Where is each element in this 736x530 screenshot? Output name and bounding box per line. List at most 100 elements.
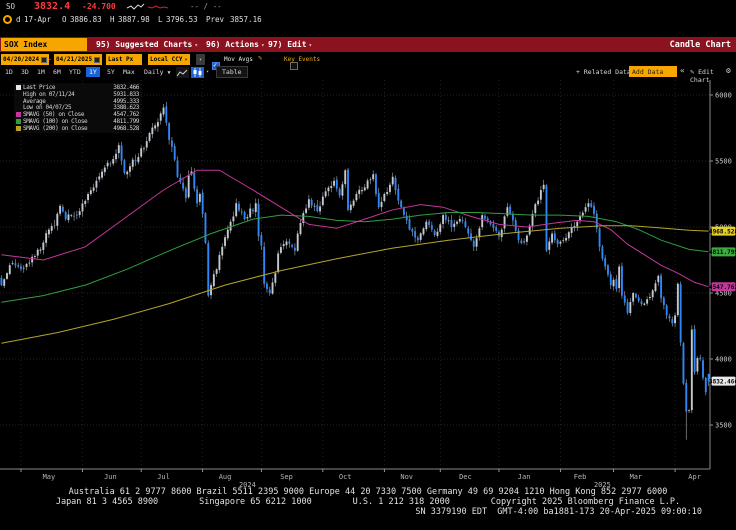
svg-text:4500: 4500 — [715, 290, 732, 298]
legend-row-smavg50[interactable]: SMAVG (50) on Close 4547.762 — [16, 111, 139, 118]
legend-value: 3832.466 — [113, 83, 139, 91]
tab-1m[interactable]: 1M — [37, 68, 45, 76]
menu-label: 96) Actions — [206, 40, 259, 49]
chart-canvas[interactable]: 600055005000450040003500MayJunJulAugSepO… — [0, 80, 736, 490]
price-change: -24.700 — [82, 2, 116, 11]
frequency-value: Daily — [144, 68, 164, 76]
chevron-down-icon[interactable]: ▾ — [206, 69, 210, 75]
svg-text:3832.466: 3832.466 — [709, 378, 736, 385]
menu-suggested-charts[interactable]: 95) Suggested Charts ▾ — [96, 40, 198, 49]
legend-label: SMAVG (200) on Close — [23, 124, 88, 132]
svg-text:Feb: Feb — [574, 473, 587, 481]
legend-row-low[interactable]: Low on 04/07/25 3388.623 — [16, 104, 139, 111]
ticker-short: SO — [6, 2, 16, 11]
svg-text:Nov: Nov — [400, 473, 413, 481]
tab-3d[interactable]: 3D — [21, 68, 29, 76]
candle-chart-icon — [193, 68, 202, 77]
date-to-field[interactable]: 04/21/2025 — [54, 54, 103, 65]
mov-avgs-label: Mov Avgs — [224, 56, 253, 63]
svg-text:2024: 2024 — [239, 481, 256, 489]
prev-label: Prev — [206, 15, 225, 24]
high-label: H — [110, 15, 115, 24]
tab-ytd[interactable]: YTD — [69, 68, 81, 76]
legend-label: High on 07/11/24 — [23, 90, 75, 98]
menu-bar — [0, 37, 736, 52]
tab-5y[interactable]: 5Y — [107, 68, 115, 76]
series-color-chip — [16, 112, 21, 118]
svg-text:4811.799: 4811.799 — [709, 249, 736, 256]
gear-icon[interactable]: ⚙ — [726, 66, 731, 75]
table-button[interactable]: Table — [216, 66, 248, 78]
menu-edit[interactable]: 97) Edit ▾ — [268, 40, 312, 49]
calendar-icon[interactable] — [41, 56, 48, 63]
legend-value: 4547.762 — [113, 111, 139, 119]
line-chart-icon-button[interactable] — [176, 67, 189, 78]
candle-chart-icon-button[interactable] — [191, 67, 204, 78]
tab-max[interactable]: Max — [123, 68, 135, 76]
high-value: 3887.98 — [118, 15, 150, 24]
svg-text:4968.528: 4968.528 — [709, 228, 736, 235]
series-color-chip — [16, 118, 21, 124]
price-field-selector[interactable]: Last Px — [106, 54, 142, 65]
legend-row-average[interactable]: Average 4995.333 — [16, 98, 139, 105]
collapse-panel-icon[interactable]: « — [680, 66, 685, 75]
legend-label: SMAVG (100) on Close — [23, 117, 88, 125]
svg-text:4000: 4000 — [715, 356, 732, 364]
tab-1d[interactable]: 1D — [5, 68, 13, 76]
legend-row-high[interactable]: High on 07/11/24 5931.833 — [16, 91, 139, 98]
menu-actions[interactable]: 96) Actions ▾ — [206, 40, 265, 49]
svg-text:Oct: Oct — [339, 473, 352, 481]
legend-row-last-price[interactable]: Last Price 3832.466 — [16, 84, 139, 91]
chevron-down-icon: ▾ — [260, 42, 265, 49]
mini-sparkline — [126, 3, 169, 10]
date-to-value: 04/21/2025 — [56, 56, 93, 63]
frequency-selector[interactable]: Daily ▼ — [144, 68, 171, 76]
svg-text:Apr: Apr — [688, 473, 701, 481]
tab-1y[interactable]: 1Y — [86, 67, 100, 77]
pencil-icon[interactable]: ✎ — [258, 54, 263, 62]
chevron-down-icon: ▾ — [308, 42, 313, 49]
bid-ask-placeholder: -- / -- — [190, 2, 222, 11]
legend-label: Last Price — [23, 83, 56, 91]
svg-text:5500: 5500 — [715, 158, 732, 166]
date-from-value: 04/20/2024 — [3, 56, 40, 63]
legend-row-smavg100[interactable]: SMAVG (100) on Close 4811.799 — [16, 118, 139, 125]
session-date: 17-Apr — [24, 15, 52, 24]
svg-text:Sep: Sep — [280, 473, 293, 481]
legend-row-smavg200[interactable]: SMAVG (200) on Close 4968.528 — [16, 125, 139, 132]
svg-text:6000: 6000 — [715, 92, 732, 100]
related-data-label: Related Data — [583, 68, 631, 76]
pencil-icon: ✎ — [690, 68, 695, 76]
menu-label: 97) Edit — [268, 40, 307, 49]
legend-value: 4811.799 — [113, 117, 139, 125]
candlestick-chart[interactable]: 600055005000450040003500MayJunJulAugSepO… — [0, 80, 736, 490]
open-label: O — [62, 15, 67, 24]
tab-6m[interactable]: 6M — [53, 68, 61, 76]
svg-text:Dec: Dec — [459, 473, 472, 481]
legend-label: Average — [23, 97, 46, 105]
prev-value: 3857.16 — [230, 15, 262, 24]
line-chart-icon — [177, 69, 188, 76]
svg-text:4547.762: 4547.762 — [709, 284, 736, 291]
low-value: 3796.53 — [166, 15, 198, 24]
menu-label: 95) Suggested Charts — [96, 40, 193, 49]
plus-icon: + — [576, 68, 580, 76]
footer-contacts-line1: Australia 61 2 9777 8600 Brazil 5511 239… — [68, 487, 668, 497]
svg-text:Mar: Mar — [630, 473, 643, 481]
currency-selector[interactable]: Local CCY ▾ — [148, 54, 190, 65]
edit-chart-button[interactable]: ✎ Edit Chart — [690, 68, 736, 84]
date-from-field[interactable]: 04/20/2024 — [1, 54, 50, 65]
chart-legend: Last Price 3832.466 High on 07/11/24 593… — [14, 83, 141, 133]
currency-options-button[interactable]: ▾ — [196, 54, 205, 65]
low-label: L — [158, 15, 163, 24]
security-input[interactable] — [1, 38, 87, 51]
legend-value: 5931.833 — [113, 90, 139, 98]
check-icon: ✓ — [213, 61, 218, 69]
key-events-checkbox[interactable] — [289, 62, 298, 70]
clock-icon — [3, 15, 12, 24]
add-data-input[interactable] — [629, 66, 677, 77]
series-color-chip — [16, 125, 21, 131]
calendar-icon[interactable] — [94, 56, 101, 63]
chevron-down-icon: ▼ — [167, 70, 171, 76]
